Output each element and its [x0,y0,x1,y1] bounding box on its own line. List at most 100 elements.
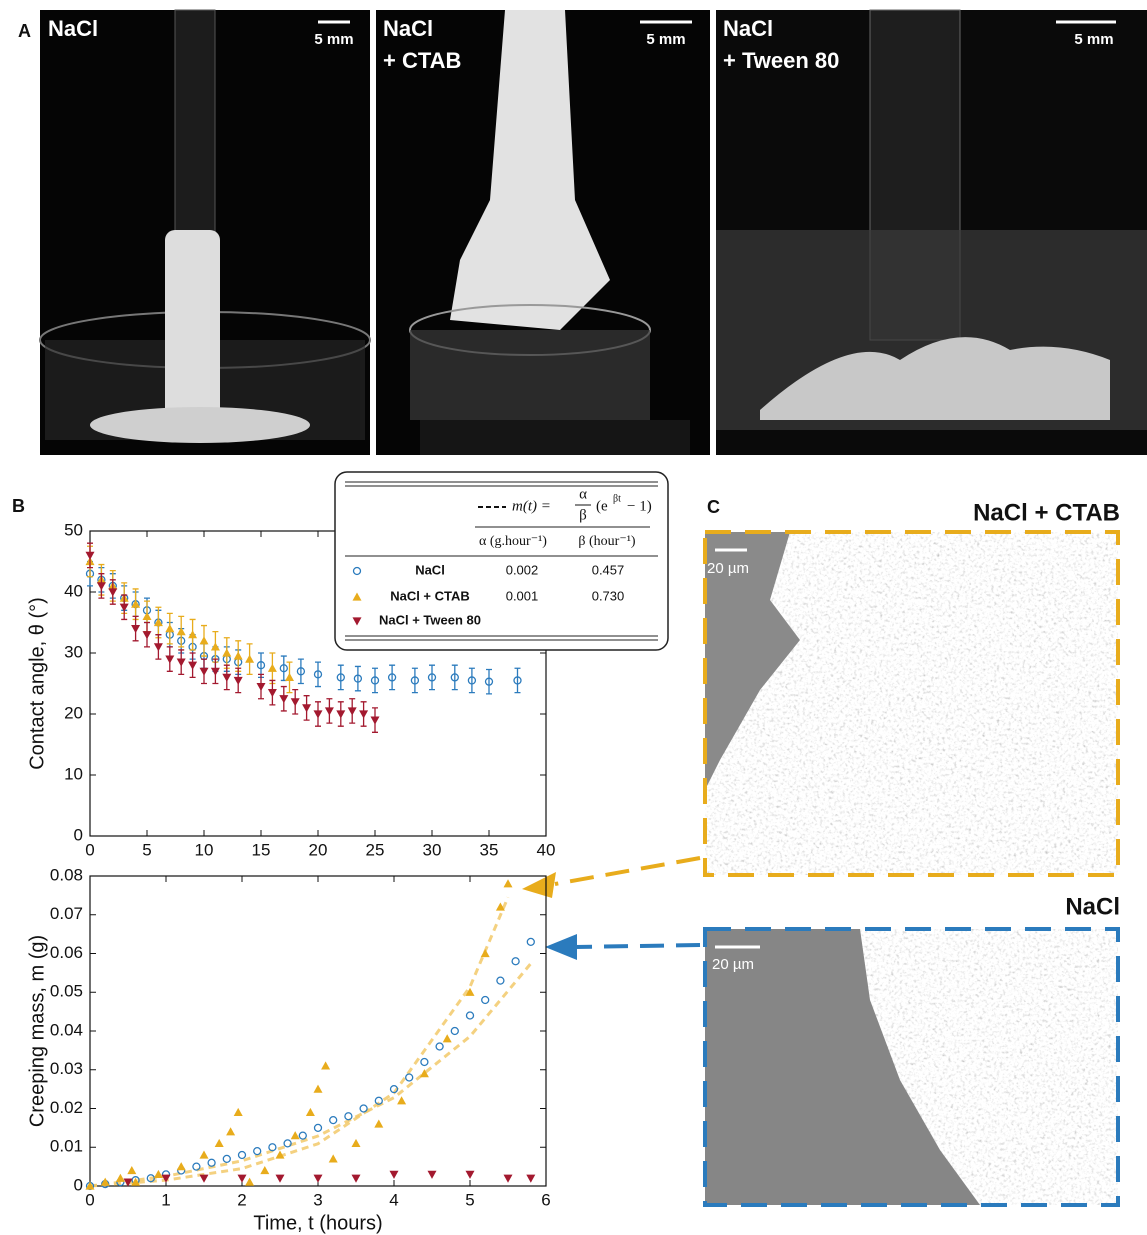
data-point [313,710,323,719]
data-point [313,670,323,679]
data-point [336,710,346,719]
panel-label: A [18,21,31,41]
table-cell: 0.457 [592,562,625,577]
data-point [233,651,243,660]
data-point [389,1084,399,1094]
x-tick-label: 2 [237,1190,246,1209]
y-tick-label: 10 [64,764,83,783]
y-axis-label: Contact angle, θ (°) [26,597,48,770]
data-point [188,661,198,670]
error-bar [315,661,321,688]
x-tick-label: 5 [142,840,151,859]
x-tick-label: 15 [252,840,271,859]
data-point [305,1107,315,1116]
x-tick-label: 6 [541,1190,550,1209]
data-point [131,1177,141,1186]
data-point [268,1143,277,1152]
data-point [142,631,152,640]
data-point [419,1069,429,1078]
data-point [450,673,459,682]
y-tick-label: 0 [74,1175,83,1194]
error-bar [451,664,458,691]
data-point [222,673,232,682]
x-tick-label: 3 [313,1190,322,1209]
data-point [245,654,255,663]
data-point [100,1177,110,1186]
column-header: α (g.hour⁻¹) [479,534,547,549]
error-bar [411,667,418,694]
y-tick-label: 0.01 [50,1137,83,1156]
data-point [256,661,266,670]
data-point [279,664,288,673]
data-point [207,1158,216,1167]
data-point [260,1166,270,1175]
data-point [165,655,175,664]
table-cell: 0.002 [506,562,539,577]
data-point [245,1177,255,1186]
scale-label: 5 mm [646,31,685,48]
y-tick-label: 30 [64,642,83,661]
data-point [237,1174,247,1183]
x-tick-label: 35 [480,840,499,859]
legend-label: NaCl + CTAB [390,588,470,603]
x-tick-label: 4 [389,1190,398,1209]
data-point [374,1096,383,1105]
data-point [324,707,334,716]
data-point [480,949,490,958]
sem-title: NaCl + CTAB [973,499,1120,526]
data-point [176,1162,186,1171]
data-point [199,667,209,676]
sem-image: 20 µm [703,530,1120,877]
x-tick-label: 1 [161,1190,170,1209]
data-point [165,624,175,633]
data-point [465,1170,475,1179]
data-point [296,667,306,676]
y-tick-label: 0 [74,825,83,844]
data-point [435,1042,444,1051]
data-point [511,957,520,966]
data-point [153,1169,163,1178]
data-point [233,676,243,685]
table-cell: 0.730 [592,588,625,603]
panel-label: B [12,496,25,516]
y-tick-label: 0.07 [50,904,83,923]
data-point [222,1154,231,1164]
data-point [351,1174,361,1183]
data-point [146,1174,155,1183]
data-point [313,1123,323,1133]
data-point [210,667,220,676]
data-point [353,674,363,683]
data-point [328,1154,338,1163]
data-point [374,1119,384,1128]
chart: 0 1 2 3 4 5 6 0 0.01 0.02 0.03 0.04 0.05 0.06 0.07 0.08… [26,865,550,1234]
data-point [420,1057,429,1067]
y-tick-label: 0.04 [50,1020,83,1039]
photo [39,9,371,455]
data-point [347,707,357,716]
scale-label: 20 µm [707,560,749,577]
data-point [85,1181,95,1190]
data-point [96,582,106,591]
photo [716,9,1147,455]
formula-lhs: m(t) = [512,498,551,514]
y-axis-label: Creeping mass, m (g) [26,935,48,1127]
data-point [410,676,420,685]
data-point [450,1026,459,1036]
data-point [442,1034,452,1043]
data-point [176,658,186,667]
data-point [344,1112,353,1121]
data-point [267,663,277,672]
data-point [256,682,266,692]
y-tick-label: 20 [64,703,83,722]
photo-label: + Tween 80 [723,48,839,73]
x-tick-label: 25 [366,840,385,859]
data-point [210,642,220,651]
data-point [127,1166,137,1175]
error-bar [354,665,361,692]
data-point [503,1174,513,1183]
data-point [199,1150,209,1159]
data-point [233,1107,243,1116]
x-tick-label: 40 [537,840,556,859]
